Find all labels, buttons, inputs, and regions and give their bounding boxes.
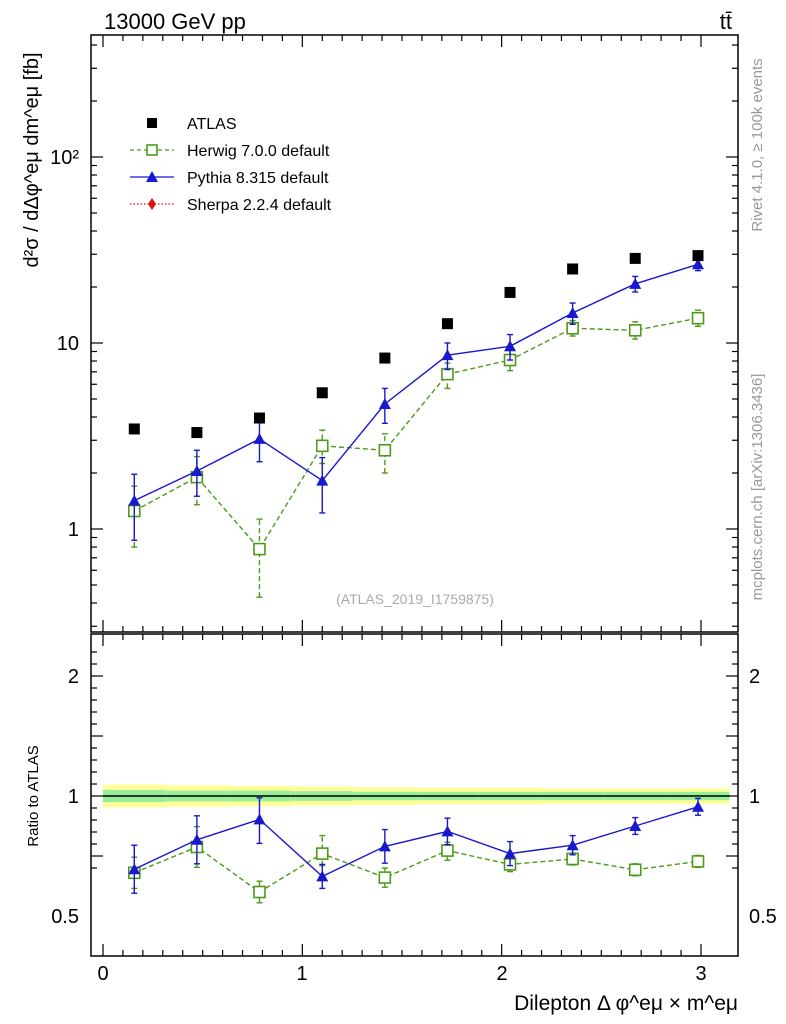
herwig-point: [378, 443, 392, 457]
ratio-pythia-point: [316, 870, 329, 882]
x-tick-2: 2: [496, 963, 507, 985]
main-panel-series: [127, 250, 705, 598]
atlas-point: [629, 252, 641, 264]
ratio-pythia-point: [190, 833, 203, 845]
x-tick-3: 3: [695, 963, 706, 985]
atlas-point: [191, 427, 203, 439]
atlas-point: [253, 412, 265, 424]
atlas-point: [567, 263, 579, 275]
ratio-pythia-point: [253, 813, 266, 825]
header-energy-label: 13000 GeV pp: [104, 9, 246, 34]
pythia-point: [692, 258, 705, 270]
ratio-y-axis-label: Ratio to ATLAS: [25, 745, 42, 846]
pythia-point: [316, 474, 329, 486]
analysis-id-label: (ATLAS_2019_I1759875): [336, 591, 494, 607]
ratio-pythia-point: [504, 847, 517, 859]
ratio-pythia-point: [629, 820, 642, 831]
x-axis-label: Dilepton Δ φ^eμ × m^eμ: [514, 992, 738, 1015]
herwig-point: [253, 542, 266, 556]
pythia-line: [133, 263, 699, 502]
ratio-panel-series: [127, 797, 705, 904]
ratio-y-tick-2-left: 2: [68, 666, 79, 688]
ratio-y-tick-1-right: 1: [749, 786, 760, 808]
pythia-point: [378, 397, 391, 409]
legend-label-atlas: ATLAS: [187, 116, 237, 133]
main-y-tick-10: 10: [57, 333, 79, 355]
main-y-tick-1: 1: [68, 519, 79, 541]
pythia-point: [504, 340, 517, 352]
rivet-version-label: Rivet 4.1.0, ≥ 100k events: [749, 58, 766, 231]
ratio-pythia-point: [566, 839, 579, 851]
atlas-point: [128, 423, 140, 435]
ratio-pythia-line: [133, 806, 699, 878]
x-tick-1: 1: [296, 963, 307, 985]
x-tick-0: 0: [97, 963, 108, 985]
pythia-point: [190, 465, 203, 477]
axis-ticks: [91, 35, 738, 956]
atlas-point: [504, 286, 516, 298]
ratio-y-tick-0.5-left: 0.5: [51, 906, 79, 928]
atlas-point: [441, 318, 453, 330]
herwig-line: [133, 317, 699, 551]
pythia-point: [128, 494, 141, 506]
ratio-herwig-point: [691, 855, 705, 868]
main-y-tick-100: 10²: [50, 147, 79, 169]
ratio-herwig-point: [628, 863, 642, 877]
main-y-axis-label: d²σ / dΔφ^eμ dm^eμ [fb]: [21, 53, 43, 268]
ratio-y-tick-2-right: 2: [749, 666, 760, 688]
atlas-point: [379, 352, 391, 364]
pythia-point: [441, 349, 454, 361]
ratio-herwig-point: [378, 871, 392, 884]
ratio-pythia-point: [128, 863, 141, 875]
herwig-point: [628, 324, 642, 337]
ratio-herwig-point: [315, 847, 329, 860]
ratio-panel-frame: [90, 633, 739, 957]
pythia-point: [566, 306, 579, 318]
legend-marker-herwig: [146, 144, 158, 156]
legend-marker-sherpa: [148, 198, 156, 210]
ratio-pythia-point: [692, 800, 705, 812]
ratio-herwig-point: [441, 844, 454, 857]
ratio-herwig-point: [253, 885, 266, 899]
ratio-pythia-point: [378, 840, 391, 852]
legend-label-herwig: Herwig 7.0.0 default: [187, 143, 330, 160]
legend-label-pythia: Pythia 8.315 default: [187, 170, 329, 187]
ratio-y-tick-0.5-right: 0.5: [749, 906, 777, 928]
legend-marker-atlas: [147, 118, 157, 128]
pythia-point: [253, 432, 266, 444]
herwig-point: [441, 367, 454, 381]
atlas-point: [692, 250, 704, 262]
pythia-point: [629, 277, 642, 289]
header-process-label: tt̄: [720, 9, 732, 34]
atlas-point: [316, 387, 328, 399]
herwig-point: [691, 311, 705, 325]
ratio-pythia-point: [441, 825, 454, 837]
ratio-herwig-line: [134, 846, 699, 893]
herwig-point: [315, 439, 329, 453]
ratio-y-tick-1-left: 1: [68, 786, 79, 808]
main-panel-frame: [90, 34, 739, 633]
legend-marker-pythia: [146, 171, 158, 182]
mcplots-label: mcplots.cern.ch [arXiv:1306.3436]: [749, 374, 766, 601]
legend-label-sherpa: Sherpa 2.2.4 default: [187, 197, 332, 214]
legend: ATLAS Herwig 7.0.0 default Pythia 8.315 …: [130, 116, 332, 214]
